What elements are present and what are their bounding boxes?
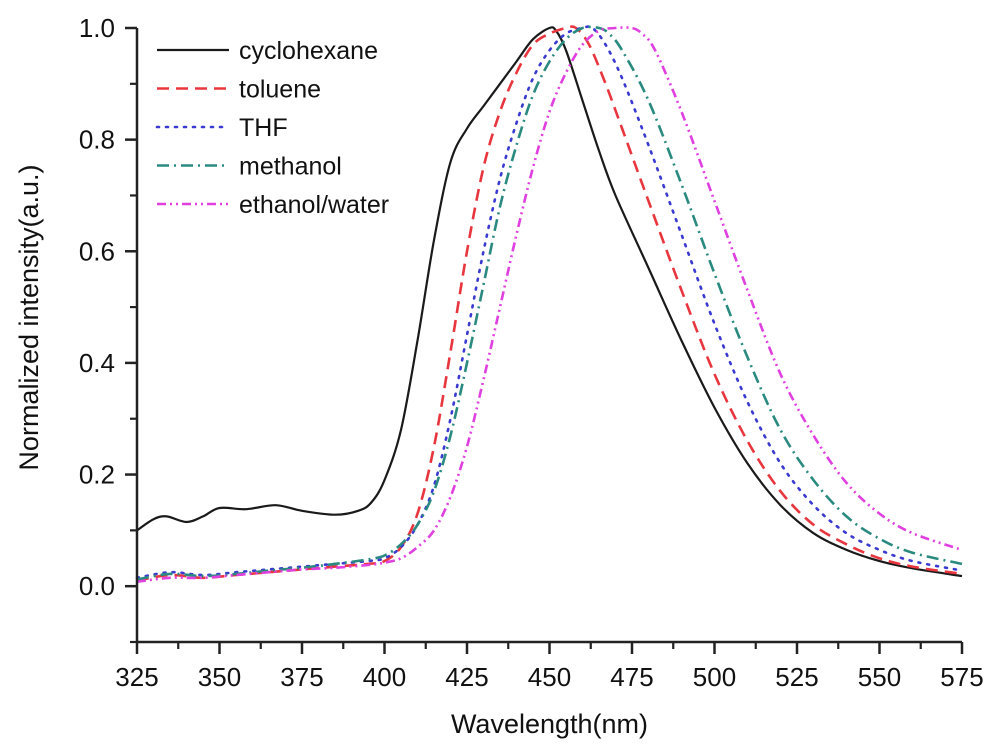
y-tick-label: 0.6 [79,236,115,266]
x-axis-title: Wavelength(nm) [451,709,648,739]
series-layer [135,25,964,583]
x-tick-label: 525 [775,662,818,692]
x-tick-label: 550 [858,662,901,692]
legend: cyclohexane toluene THF methanol ethanol/wat… [155,37,389,219]
y-tick-label: 0.4 [79,348,115,378]
series-line-cyclohexane [136,26,963,578]
series-line-methanol [136,25,963,581]
series-line-thf [135,25,964,580]
legend-label: methanol [239,153,342,181]
legend-label: cyclohexane [239,37,378,65]
legend-label: THF [239,114,288,142]
x-tick-label: 475 [610,662,653,692]
y-tick-label: 0.8 [79,125,115,155]
series-line-toluene [136,25,963,582]
y-tick-label: 1.0 [79,13,115,43]
y-tick-label: 0.0 [79,571,115,601]
x-tick-label: 500 [693,662,736,692]
axes-layer: 0.0 0.2 0.4 0.6 0.8 1.0 325 350 375 400 425 450 475 5… [79,13,984,692]
legend-label: toluene [239,76,321,104]
legend-label: ethanol/water [239,191,389,219]
x-tick-label: 425 [445,662,488,692]
x-tick-label: 375 [280,662,323,692]
x-tick-label: 400 [363,662,406,692]
y-tick-label: 0.2 [79,460,115,490]
y-axis-title: Normalized intensity(a.u.) [14,164,44,470]
x-tick-label: 350 [198,662,241,692]
x-tick-label: 325 [115,662,158,692]
series-line-ethanol-water [136,26,963,583]
x-tick-label: 450 [528,662,571,692]
x-tick-label: 575 [940,662,983,692]
